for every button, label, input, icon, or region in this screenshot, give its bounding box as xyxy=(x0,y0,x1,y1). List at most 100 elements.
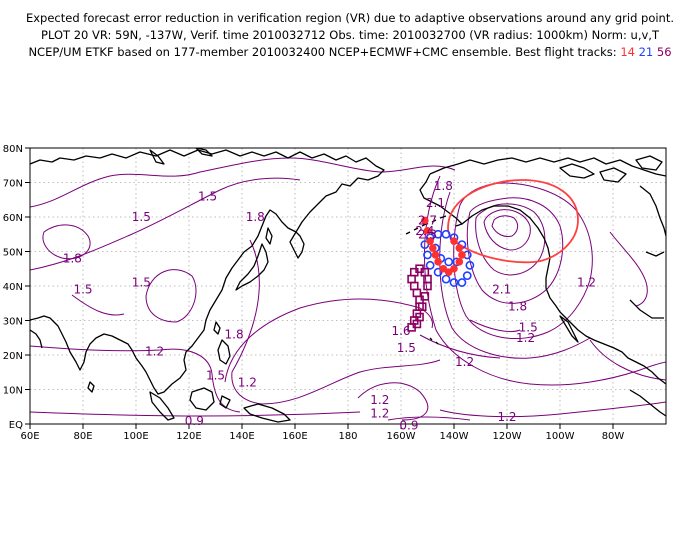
contour-label: 1.5 xyxy=(206,369,225,383)
contour-label: 1.8 xyxy=(225,327,244,341)
contour-line xyxy=(387,416,471,421)
track-21-marker xyxy=(423,250,432,260)
track-14-marker xyxy=(450,237,458,245)
coastline-canadian-archipelago xyxy=(559,155,663,183)
contour-line xyxy=(469,319,521,333)
contour-label: 1.2 xyxy=(370,407,389,421)
axis-ticks: 60E 80E 100E 120E 140E 160E 180 160W 140W 120W 100… xyxy=(3,144,625,442)
lon-tick-label: 140E xyxy=(229,431,254,442)
track-14-marker xyxy=(434,258,442,266)
coastline-borneo xyxy=(189,387,215,411)
contour-label: 1.2 xyxy=(516,331,535,345)
coastline-gulf-of-alaska xyxy=(461,205,666,385)
contour-line xyxy=(419,334,501,359)
coastline-alaska-west xyxy=(419,173,463,227)
lat-tick-label: 80N xyxy=(3,144,23,155)
title-block: Expected forecast error reduction in ver… xyxy=(0,10,700,61)
contour-label: 2.1 xyxy=(492,282,511,296)
contour-label: 1.8 xyxy=(246,210,265,224)
track-14-marker xyxy=(421,216,429,225)
contour-label: 1.5 xyxy=(397,341,416,355)
lon-tick-label: 160E xyxy=(282,431,307,442)
coastline-sakhalin xyxy=(265,227,273,245)
contour-label: 1.2 xyxy=(238,376,257,390)
coastline-hudson-bay xyxy=(639,185,666,237)
lon-tick-label: 120W xyxy=(493,431,522,442)
track-21-marker xyxy=(444,257,454,267)
coastline-philippines xyxy=(217,339,231,365)
track-14-marker xyxy=(455,258,464,266)
track-14-marker xyxy=(444,268,453,277)
contour-line xyxy=(231,239,441,405)
coastline-severnaya xyxy=(195,148,213,157)
lat-tick-label: 10N xyxy=(3,386,23,397)
lat-tick-label: 50N xyxy=(3,248,23,259)
track-21-marker xyxy=(441,274,451,284)
coastline-taiwan xyxy=(213,321,221,335)
track-21-label: 21 xyxy=(638,45,654,59)
lon-tick-label: 120E xyxy=(176,431,201,442)
track-14-marker xyxy=(429,244,437,252)
coastline-arabian-sea xyxy=(30,329,43,349)
contour-label: 1.2 xyxy=(145,345,164,359)
lon-tick-label: 100E xyxy=(123,431,148,442)
coastline-baja xyxy=(559,315,579,343)
lat-lon-grid xyxy=(30,148,666,424)
contour-label: 1.5 xyxy=(132,210,151,224)
contour-line xyxy=(609,231,648,307)
contour-label: 2.1 xyxy=(426,196,445,210)
lon-tick-label: 80W xyxy=(602,431,625,442)
coastline-sulawesi xyxy=(219,395,231,409)
contour-line xyxy=(357,382,429,421)
coastline-gulf-of-mexico xyxy=(629,299,664,319)
contour-line xyxy=(423,175,666,386)
title-line-3: NCEP/UM ETKF based on 177-member 2010032… xyxy=(0,44,700,61)
track-14-marker xyxy=(423,227,432,235)
track-14-marker xyxy=(439,264,448,273)
contour-label: 1.8 xyxy=(63,251,82,265)
track-21-marker xyxy=(433,229,443,239)
contour-labels: 1.82.12.42.72.32.11.81.51.21.21.61.51.21… xyxy=(63,179,596,433)
coastline-sumatra xyxy=(149,391,175,421)
lat-tick-label: 60N xyxy=(3,213,23,224)
contour-line xyxy=(145,269,197,323)
lon-tick-label: 140W xyxy=(440,431,469,442)
title-line-1: Expected forecast error reduction in ver… xyxy=(25,11,675,25)
contour-label: 1.2 xyxy=(370,393,389,407)
coastline-japan xyxy=(235,243,269,291)
coastline-eurasia xyxy=(30,149,385,395)
track-56-marker xyxy=(420,292,430,301)
track-56-label: 56 xyxy=(656,45,672,59)
track-56-marker xyxy=(407,274,416,284)
contour-label: 1.2 xyxy=(577,276,596,290)
contour-line xyxy=(589,339,666,381)
lon-tick-label: 80E xyxy=(73,431,92,442)
title-line-2: PLOT 20 VR: 59N, -137W, Verif. time 2010… xyxy=(41,28,659,42)
contour-label: 1.5 xyxy=(132,276,151,290)
lon-tick-label: 60E xyxy=(20,431,39,442)
track-21-marker xyxy=(449,278,459,287)
contour-label: 1.5 xyxy=(73,282,92,296)
contour-line xyxy=(466,197,564,304)
track-56-marker xyxy=(412,288,422,298)
track-21-marker xyxy=(425,260,435,270)
track-56-marker xyxy=(417,302,427,312)
contour-label: 2.7 xyxy=(418,213,437,227)
track-14-marker xyxy=(458,251,466,259)
contour-line xyxy=(30,411,361,417)
contour-label: 1.2 xyxy=(497,410,516,424)
track-14-marker xyxy=(450,264,458,273)
coastline-new-guinea xyxy=(243,403,291,423)
coastline-sri-lanka xyxy=(87,381,95,393)
track-21-marker xyxy=(457,278,467,287)
track-21-marker xyxy=(420,240,430,249)
coastline-great-lakes xyxy=(645,251,665,257)
contour-label: 1.8 xyxy=(508,300,527,314)
contour-line xyxy=(439,401,666,418)
contour-label: 1.8 xyxy=(434,179,453,193)
track-14-marker xyxy=(431,251,440,259)
contour-line xyxy=(491,215,519,237)
contour-label: 2.4 xyxy=(415,224,434,238)
lat-tick-label: 40N xyxy=(3,282,23,293)
